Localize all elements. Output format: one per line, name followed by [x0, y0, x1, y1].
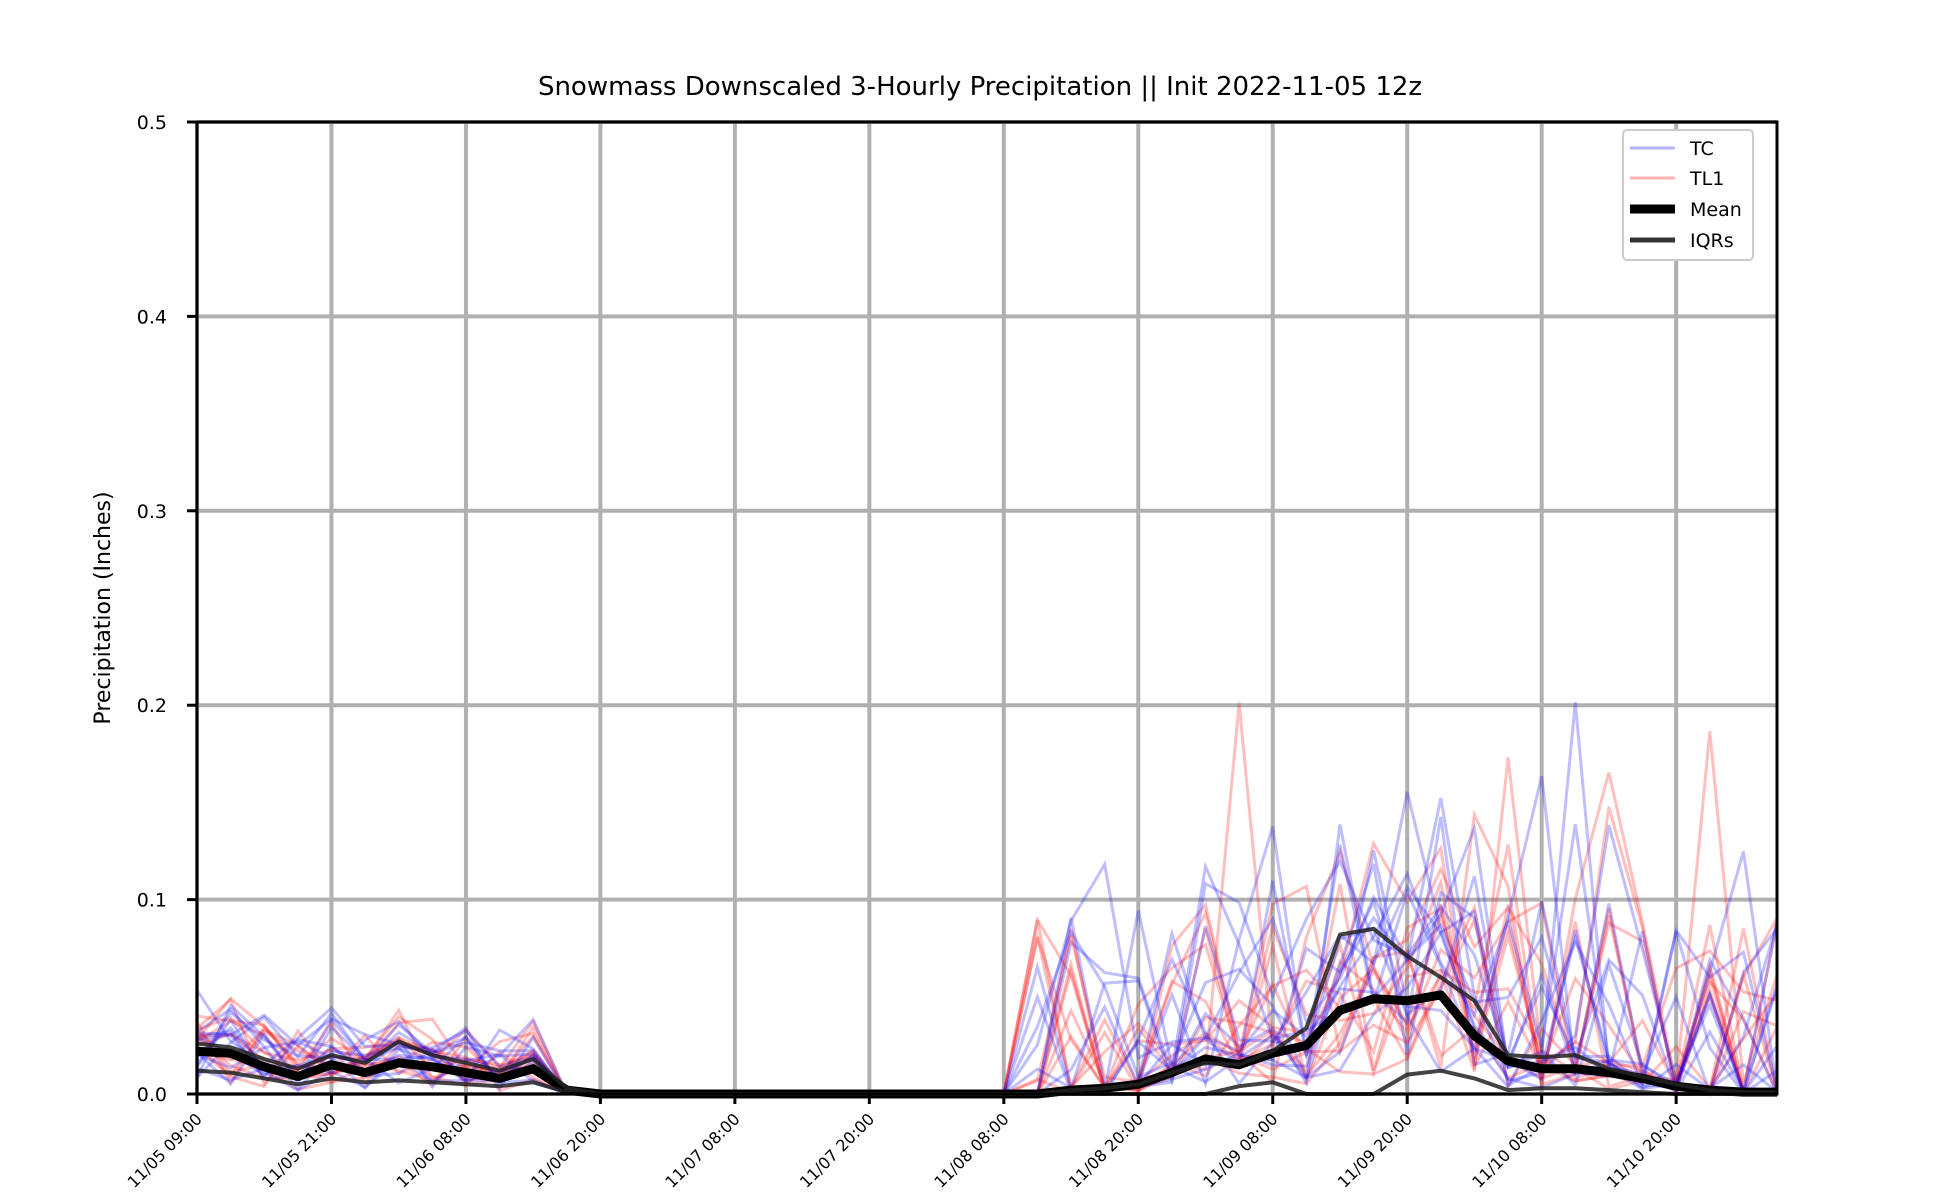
chart-title: Snowmass Downscaled 3-Hourly Precipitati…	[538, 72, 1422, 102]
y-tick-label: 0.4	[137, 306, 167, 328]
legend-iqr-label: IQRs	[1690, 230, 1734, 252]
legend-box	[1622, 129, 1754, 261]
y-tick-label: 0.2	[137, 695, 167, 717]
legend-tc-label: TC	[1689, 138, 1714, 160]
legend-tl1-label: TL1	[1689, 168, 1724, 190]
axes	[195, 120, 1779, 1096]
y-tick-label: 0.1	[137, 890, 167, 912]
grid-lines	[195, 120, 1777, 1096]
y-axis-label: Precipitation (Inches)	[91, 491, 116, 724]
plot-frame	[195, 120, 1779, 1096]
y-tick-label: 0.3	[137, 501, 167, 523]
y-tick-label: 0.5	[137, 112, 167, 134]
legend: TC TL1 Mean IQRs	[1622, 129, 1754, 261]
legend-mean-label: Mean	[1690, 199, 1742, 221]
y-tick-label: 0.0	[137, 1084, 167, 1106]
